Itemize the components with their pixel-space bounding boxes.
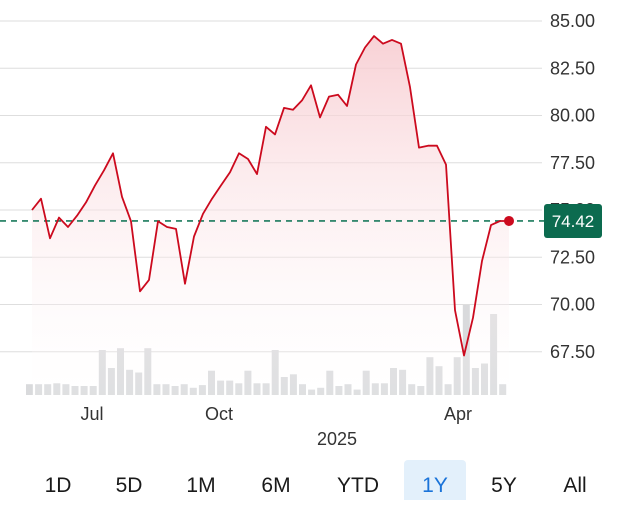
x-tick-label: Apr [444, 404, 472, 424]
price-chart[interactable]: 85.0082.5080.0077.5075.0072.5070.0067.50… [0, 0, 635, 460]
y-tick-label: 77.50 [550, 153, 595, 173]
range-button-5y[interactable]: 5Y [491, 474, 517, 497]
x-axis-labels: Jul Oct Apr [80, 404, 472, 424]
y-tick-label: 80.00 [550, 106, 595, 126]
x-tick-label: Jul [80, 404, 103, 424]
volume-bar [26, 384, 33, 395]
x-axis-year-label: 2025 [317, 429, 357, 449]
current-price-badge-bg [544, 203, 602, 238]
y-tick-label: 85.00 [550, 11, 595, 31]
range-button-1d[interactable]: 1D [44, 474, 72, 497]
time-range-selector: 1D 5D 1M 6M YTD 1Y 5Y All [0, 460, 635, 500]
current-price-dot [504, 215, 514, 226]
price-area-fill [32, 36, 509, 395]
range-button-all[interactable]: All [563, 474, 587, 497]
y-tick-label: 67.50 [550, 342, 595, 362]
current-price-label: 74.42 [552, 212, 595, 231]
x-tick-label: Oct [205, 404, 233, 424]
y-tick-label: 70.00 [550, 295, 595, 315]
price-line [31, 35, 509, 357]
range-button-1y[interactable]: 1Y [404, 460, 466, 500]
y-tick-label: 72.50 [550, 247, 595, 267]
range-button-6m[interactable]: 6M [261, 474, 291, 497]
range-button-5d[interactable]: 5D [115, 474, 143, 497]
range-button-1m[interactable]: 1M [186, 474, 216, 497]
range-button-ytd[interactable]: YTD [337, 474, 379, 497]
current-price-badge: 74.42 [544, 203, 602, 238]
y-tick-label: 82.50 [550, 58, 595, 78]
